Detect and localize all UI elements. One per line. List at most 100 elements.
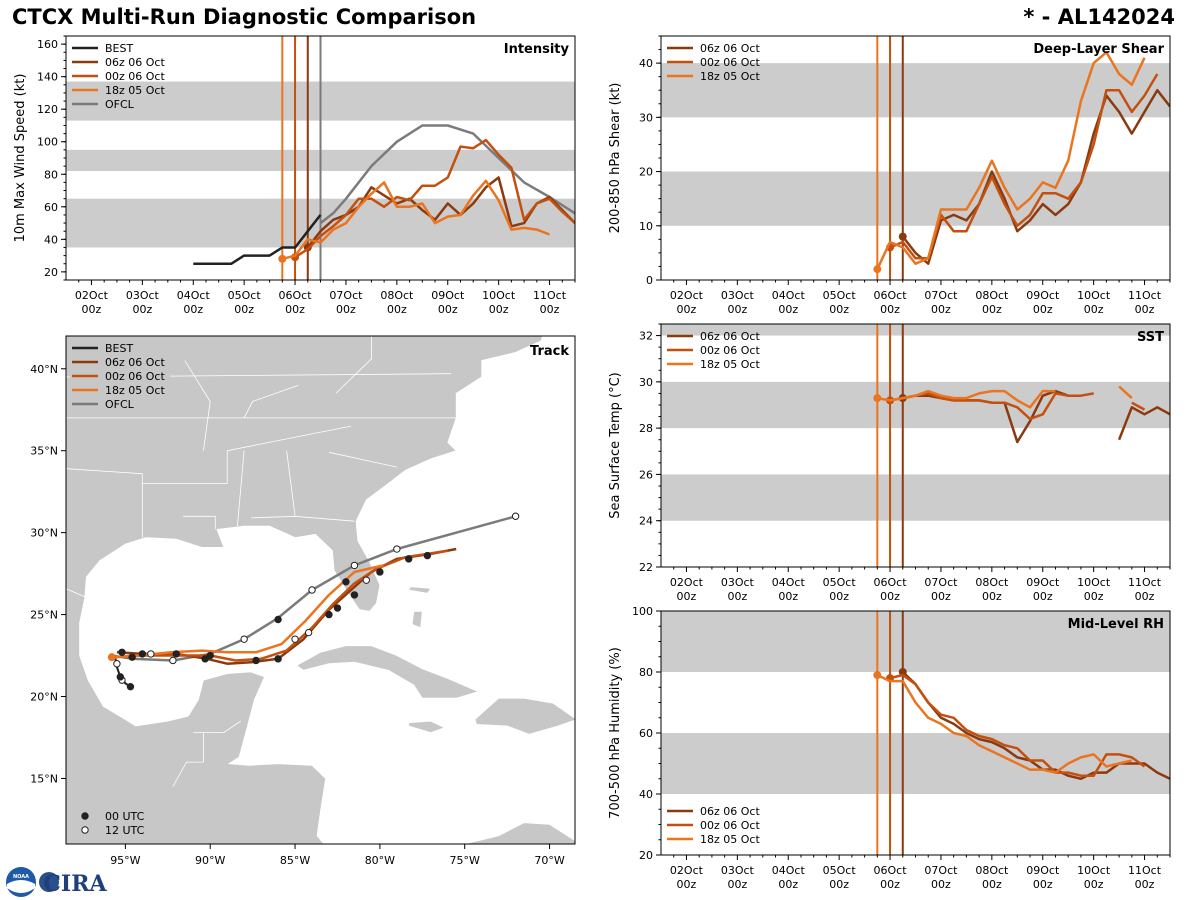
shear-xtick-label: 00z [677,303,697,316]
sst-xtick-label: 00z [880,590,900,603]
sst-band-0 [661,474,1170,521]
sst-series-r18z-start-marker [873,394,882,403]
south-america-land [430,822,575,844]
cuba-land [295,645,480,699]
intensity-series-r00z-line [294,138,575,259]
sst-xtick-label: 00z [677,590,697,603]
track-OFCL-point-open [393,545,401,553]
sst-series-r06z-line [1117,406,1170,441]
track-xtick-label: 95°W [110,854,140,867]
sst-xtick-label: 00z [727,590,747,603]
intensity-xtick-label: 11Oct [533,289,567,302]
track-legend-bg [70,369,170,383]
shear-ylabel: 200-850 hPa Shear (kt) [608,83,623,234]
track-OFCL-point-open [308,586,316,594]
track-r06z-point-filled [423,551,432,560]
border-line [66,588,89,599]
rh-series-r06z-line [901,671,1170,781]
sst-ylabel: Sea Surface Temp (°C) [608,372,623,519]
rh-band-0 [661,733,1170,794]
track-legend-bg [70,355,170,369]
rh-ylabel: 700-500 hPa Humidity (%) [608,647,623,819]
shear-xtick-label: 00z [829,303,849,316]
panel-shear: 01020304002Oct00z03Oct00z04Oct00z05Oct00… [608,35,1171,316]
sst-band-2 [661,324,1170,336]
intensity-xtick-label: 10Oct [482,289,516,302]
shear-series-r18z-start-marker [873,265,882,274]
rh-ytick-label: 60 [639,727,653,740]
track-r06z-point-filled [405,555,413,563]
track-legend-label-r18z: 18z 05 Oct [105,384,165,397]
sst-legend-label-r18z: 18z 05 Oct [700,358,760,371]
intensity-ytick-label: 60 [44,201,58,214]
rh-ytick-label: 20 [639,849,653,862]
track-r06z-point-open [304,628,313,637]
rh-ytick-label: 80 [639,666,653,679]
intensity-xtick-label: 00z [540,303,560,316]
sst-xtick-label: 00z [1135,590,1155,603]
sst-xtick-label: 08Oct [975,576,1009,589]
track-r18z-line [111,564,384,659]
shear-xtick-label: 08Oct [975,289,1009,302]
noaa-wave-icon [7,880,35,893]
track-frame [65,335,576,845]
rh-series-r18z-line [876,673,1133,774]
sst-ytick-label: 30 [639,376,653,389]
track-ytick-label: 15°N [30,772,58,785]
shear-series-group [873,51,1170,274]
cira-logo: NOAA CIRA [6,867,108,897]
sst-xtick-label: 00z [829,590,849,603]
sst-series-group [873,385,1170,444]
sst-legend-label-r06z: 06z 06 Oct [700,330,760,343]
track-xtick-label: 90°W [195,854,225,867]
rh-xtick-label: 00z [931,878,951,891]
shear-xtick-label: 00z [778,303,798,316]
sst-xtick-label: 00z [1084,590,1104,603]
intensity-xtick-label: 06Oct [279,289,313,302]
track-BEST-point-filled [116,673,124,681]
shear-xtick-label: 05Oct [823,289,857,302]
shear-xtick-label: 06Oct [874,289,908,302]
track-ytick-label: 35°N [30,445,58,458]
sst-series-r00z-line [1131,401,1146,411]
border-line [66,468,143,538]
rh-xtick-label: 00z [829,878,849,891]
intensity-legend-label-r18z: 18z 05 Oct [105,84,165,97]
rh-legend-label-r00z: 00z 06 Oct [700,819,760,832]
intensity-xtick-label: 07Oct [329,289,363,302]
panel-track: 95°W 90°W 85°W 80°W 75°W 70°W 15°N 20°N 25°N 30°N… [30,335,576,867]
storm-id: * - AL142024 [1023,5,1175,29]
rh-ytick-label: 100 [632,605,653,618]
rh-xtick-label: 00z [1135,878,1155,891]
sst-xtick-label: 10Oct [1077,576,1111,589]
track-r06z-point-open [147,650,155,658]
rh-xtick-label: 00z [982,878,1002,891]
intensity-legend-label-OFCL: OFCL [105,98,135,111]
track-OFCL-point-open [350,561,359,570]
sst-ytick-label: 24 [639,515,653,528]
rh-legend-label-r18z: 18z 05 Oct [700,833,760,846]
rh-xtick-label: 04Oct [772,864,806,877]
intensity-ytick-label: 40 [44,233,58,246]
rh-xtick-label: 02Oct [670,864,704,877]
sst-title: SST [1137,330,1164,345]
panel-intensity: 2040608010012014016002Oct00z03Oct00z04Oc… [13,35,576,316]
intensity-xtick-label: 00z [489,303,509,316]
sst-xtick-label: 00z [778,590,798,603]
intensity-xtick-label: 00z [285,303,305,316]
border-line [250,515,355,522]
rh-xtick-label: 00z [778,878,798,891]
track-OFCL-point-open [511,512,520,520]
intensity-xtick-label: 00z [183,303,203,316]
intensity-title: Intensity [504,42,570,57]
shear-xtick-label: 10Oct [1077,289,1111,302]
rh-xtick-label: 11Oct [1128,864,1162,877]
track-legend-label-r06z: 06z 06 Oct [105,356,165,369]
intensity-xtick-label: 03Oct [126,289,160,302]
intensity-series-BEST-line [193,214,322,265]
shear-legend-label-r00z: 00z 06 Oct [700,56,760,69]
track-r06z-point-filled [172,650,180,658]
track-r00z-point-filled [138,650,147,658]
shear-series-r06z-start-marker [898,232,907,241]
border-line [335,336,372,394]
